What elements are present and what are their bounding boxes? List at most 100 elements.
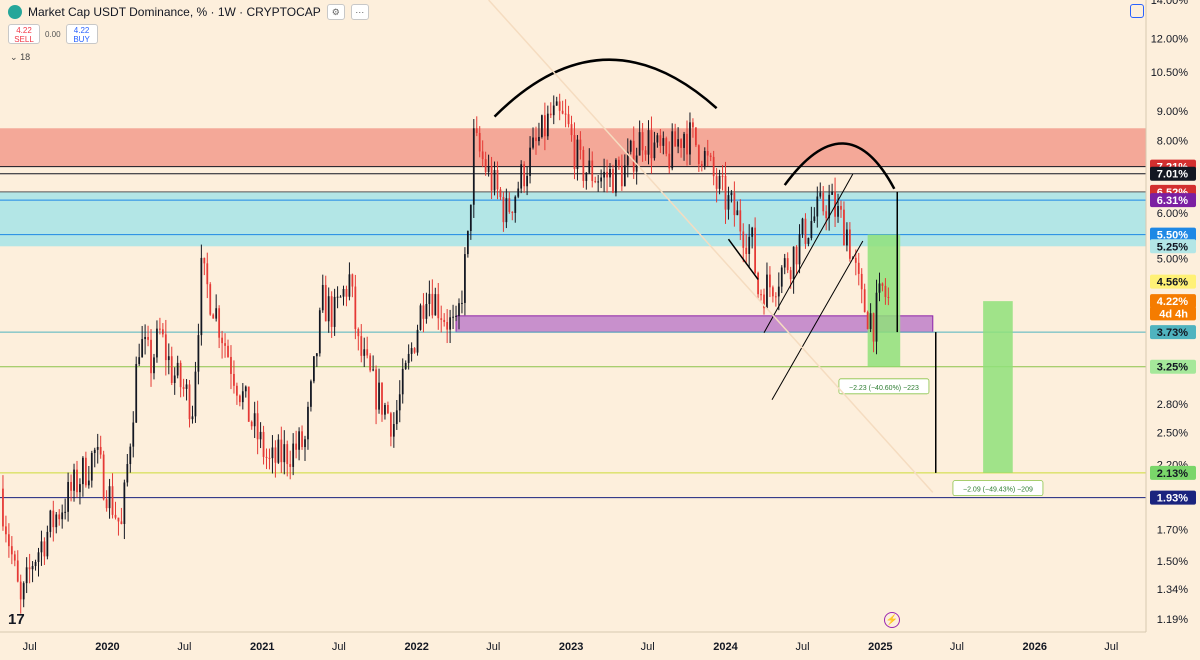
chart-header: Market Cap USDT Dominance, % · 1W · CRYP… xyxy=(8,4,369,20)
candle-body xyxy=(769,274,771,288)
candle-body xyxy=(843,209,845,246)
candle-body xyxy=(324,284,327,322)
chart-settings-icon[interactable] xyxy=(1130,4,1144,18)
candle-body xyxy=(295,443,298,450)
candle-body xyxy=(336,296,339,298)
indicators-toggle[interactable]: ⌄ 18 xyxy=(10,52,30,63)
candle-body xyxy=(256,413,259,440)
candle-body xyxy=(774,296,777,298)
symbol-title[interactable]: Market Cap USDT Dominance, % · 1W · CRYP… xyxy=(28,5,321,19)
candle-body xyxy=(529,147,531,176)
x-tick-label: 2020 xyxy=(95,641,119,653)
candle-body xyxy=(16,560,19,582)
candle-body xyxy=(819,192,822,197)
x-tick-label: Jul xyxy=(1104,641,1118,653)
candle-body xyxy=(185,384,188,389)
candle-body xyxy=(505,198,508,223)
candle-body xyxy=(615,159,617,193)
candle-body xyxy=(378,382,380,410)
candle-body xyxy=(689,122,691,155)
more-options-icon[interactable]: ⋯ xyxy=(350,4,369,20)
candle-body xyxy=(398,394,401,411)
price-label: 6.31% xyxy=(1157,195,1188,207)
candle-body xyxy=(129,446,132,465)
candle-body xyxy=(831,191,833,195)
price-label-bg xyxy=(1150,193,1196,208)
candle-body xyxy=(230,356,232,374)
candle-body xyxy=(156,328,158,358)
candle-body xyxy=(887,296,890,298)
candle-body xyxy=(780,267,783,287)
candle-body xyxy=(194,371,197,417)
candle-body xyxy=(464,254,466,303)
candle-body xyxy=(111,486,114,515)
candle-body xyxy=(191,416,194,420)
candle-body xyxy=(662,138,665,146)
channel-line-lower xyxy=(771,240,864,401)
candle-body xyxy=(176,362,179,376)
candle-body xyxy=(594,181,597,183)
candle-body xyxy=(307,406,309,440)
candle-body xyxy=(798,234,801,265)
candle-body xyxy=(570,124,573,136)
candle-body xyxy=(526,175,528,187)
candle-body xyxy=(363,349,366,356)
candle-body xyxy=(209,284,212,315)
buy-price: 4.22 xyxy=(73,26,90,35)
measure-label-box xyxy=(838,378,930,395)
sell-button[interactable]: 4.22 SELL xyxy=(8,24,40,44)
candle-body xyxy=(170,356,173,383)
candle-body xyxy=(869,313,872,330)
y-tick-label: 8.00% xyxy=(1157,136,1188,148)
candle-body xyxy=(182,387,185,389)
candle-body xyxy=(425,304,428,319)
candle-body xyxy=(881,283,884,286)
y-tick-label: 9.00% xyxy=(1157,106,1188,118)
price-label: 1.93% xyxy=(1157,493,1188,505)
lightning-icon[interactable]: ⚡ xyxy=(884,612,900,628)
candle-body xyxy=(763,294,765,309)
candle-body xyxy=(351,274,354,287)
price-label: 5.50% xyxy=(1157,230,1188,242)
candle-body xyxy=(671,131,674,169)
candle-body xyxy=(271,447,274,459)
candle-body xyxy=(7,534,10,547)
spread-value: 0.00 xyxy=(45,29,61,39)
candle-body xyxy=(458,303,460,316)
candle-body xyxy=(10,546,13,555)
buy-label: BUY xyxy=(73,35,90,44)
candle-body xyxy=(766,274,768,309)
candle-body xyxy=(286,444,289,465)
candle-body xyxy=(283,444,286,463)
candle-body xyxy=(629,140,632,152)
candle-body xyxy=(452,316,454,318)
candle-body xyxy=(567,114,570,125)
candle-body xyxy=(2,488,4,527)
candle-body xyxy=(313,356,315,382)
candle-body xyxy=(197,335,200,372)
sell-label: SELL xyxy=(14,35,34,44)
candle-body xyxy=(443,319,446,323)
candle-body xyxy=(677,139,680,147)
x-tick-label: 2023 xyxy=(559,641,583,653)
candle-body xyxy=(348,274,351,297)
candle-body xyxy=(813,216,816,222)
candle-body xyxy=(846,229,848,246)
y-tick-label: 5.00% xyxy=(1157,254,1188,266)
candle-body xyxy=(549,113,552,116)
candle-body xyxy=(757,272,759,295)
symbol-settings-icon[interactable]: ⚙ xyxy=(326,4,345,20)
resistance-zone xyxy=(0,128,1146,167)
candle-body xyxy=(816,196,819,217)
candle-body xyxy=(686,133,688,155)
buy-button[interactable]: 4.22 BUY xyxy=(65,24,98,44)
candle-body xyxy=(555,101,558,106)
candle-body xyxy=(632,140,635,172)
candle-body xyxy=(692,122,694,128)
candle-body xyxy=(233,373,235,386)
candle-body xyxy=(13,554,16,561)
candle-body xyxy=(132,422,135,447)
candle-body xyxy=(301,431,303,448)
candle-body xyxy=(159,328,161,330)
